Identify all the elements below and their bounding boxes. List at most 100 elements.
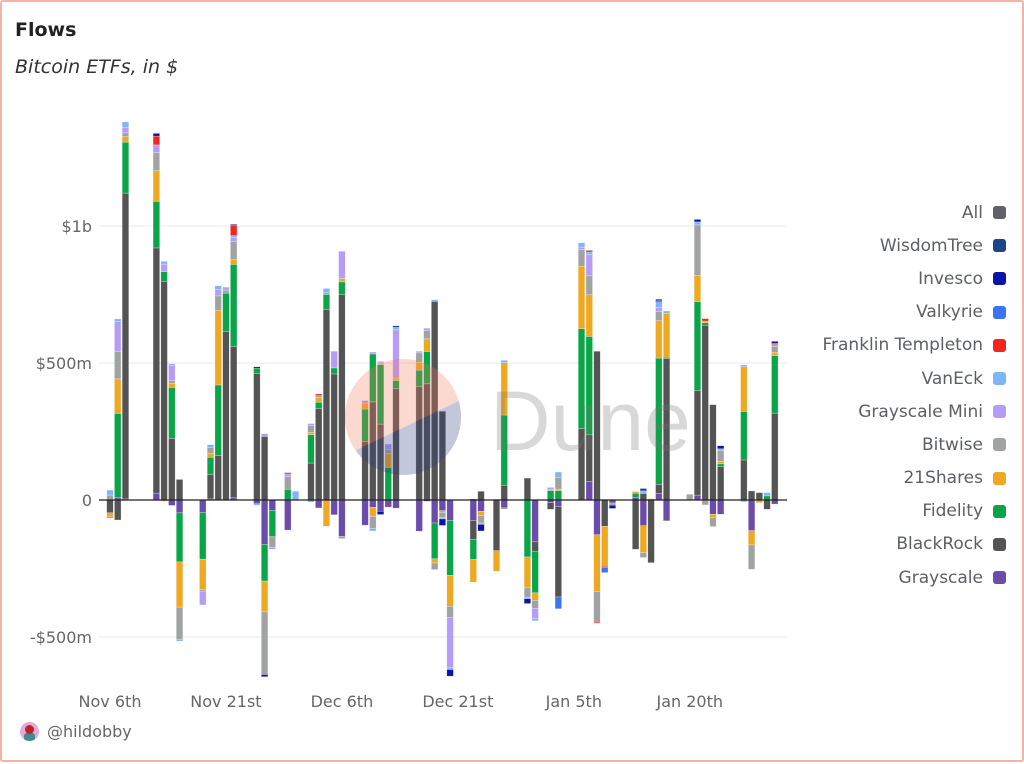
bar-2024-11-07[interactable] — [114, 318, 122, 521]
bar-segment-blackrock[interactable] — [114, 499, 122, 521]
bar-segment-bitwise[interactable] — [369, 516, 377, 529]
bar-segment-blackrock[interactable] — [230, 346, 238, 499]
bar-segment-bitwise[interactable] — [477, 515, 485, 524]
bar-segment-valkyrie[interactable] — [554, 596, 562, 610]
bar-segment-vaneck[interactable] — [322, 288, 330, 294]
bar-segment-21shares[interactable] — [585, 294, 593, 337]
bar-2024-12-23[interactable] — [469, 498, 477, 583]
bar-2024-12-11[interactable] — [377, 361, 385, 515]
bar-segment-21shares[interactable] — [492, 550, 501, 572]
legend-item-blackrock[interactable]: BlackRock — [766, 528, 1006, 561]
bar-segment-invesco[interactable] — [693, 219, 702, 223]
bar-segment-grayscale[interactable] — [168, 499, 176, 506]
bar-segment-fidelity[interactable] — [199, 512, 207, 560]
bar-2025-01-06[interactable] — [577, 242, 586, 501]
bar-segment-blackrock[interactable] — [655, 484, 663, 494]
bar-segment-blackrock[interactable] — [121, 192, 130, 500]
bar-segment-fidelity[interactable] — [253, 367, 261, 374]
bar-segment-vaneck[interactable] — [392, 327, 400, 331]
bar-segment-vaneck[interactable] — [106, 489, 114, 496]
bar-2024-11-27[interactable] — [268, 499, 276, 550]
bar-2024-12-03[interactable] — [315, 393, 323, 509]
bar-2024-12-04[interactable] — [322, 288, 330, 527]
bar-segment-fidelity[interactable] — [206, 457, 215, 475]
bar-segment-franklin-templeton[interactable] — [106, 516, 114, 518]
bar-segment-21shares[interactable] — [693, 275, 702, 302]
bar-segment-grayscale[interactable] — [330, 499, 338, 516]
legend-item-grayscale[interactable]: Grayscale — [766, 561, 1006, 594]
bar-segment-grayscale-mini[interactable] — [268, 547, 276, 550]
bar-2025-01-02[interactable] — [547, 487, 555, 510]
bar-2025-01-16[interactable] — [655, 298, 663, 501]
bar-segment-21shares[interactable] — [121, 136, 130, 143]
bar-segment-bitwise[interactable] — [554, 477, 562, 490]
bar-segment-fidelity[interactable] — [322, 294, 330, 310]
bar-segment-grayscale-mini[interactable] — [199, 591, 207, 606]
bar-segment-grayscale-mini[interactable] — [114, 321, 122, 352]
bar-segment-fidelity[interactable] — [230, 264, 238, 347]
bar-2025-01-24[interactable] — [717, 445, 725, 515]
bar-segment-vaneck[interactable] — [554, 471, 562, 478]
bar-segment-franklin-templeton[interactable] — [230, 224, 238, 236]
bar-segment-blackrock[interactable] — [639, 493, 647, 501]
bar-segment-grayscale-mini[interactable] — [307, 423, 315, 426]
bar-segment-bitwise[interactable] — [230, 241, 238, 260]
bar-segment-fidelity[interactable] — [531, 550, 539, 594]
bar-segment-21shares[interactable] — [106, 512, 114, 517]
bar-segment-blackrock[interactable] — [315, 408, 323, 501]
bar-segment-bitwise[interactable] — [693, 224, 702, 276]
bar-2024-12-10[interactable] — [369, 351, 377, 532]
bar-segment-21shares[interactable] — [469, 559, 477, 583]
bar-2025-01-22[interactable] — [701, 318, 709, 506]
bar-segment-bitwise[interactable] — [686, 493, 694, 501]
bar-segment-invesco[interactable] — [477, 524, 485, 532]
bar-segment-wisdomtree[interactable] — [655, 298, 663, 301]
bar-2024-12-16[interactable] — [415, 350, 423, 532]
bar-segment-grayscale-mini[interactable] — [655, 307, 663, 313]
bar-segment-fidelity[interactable] — [176, 512, 184, 563]
bar-2024-12-02[interactable] — [307, 423, 315, 503]
bar-segment-21shares[interactable] — [199, 558, 207, 591]
bar-segment-bitwise[interactable] — [106, 494, 114, 501]
bar-segment-blackrock[interactable] — [717, 466, 725, 501]
bar-segment-blackrock[interactable] — [214, 455, 222, 501]
bar-2025-01-14[interactable] — [639, 488, 647, 558]
avatar[interactable] — [20, 722, 39, 741]
bar-segment-blackrock[interactable] — [322, 309, 330, 501]
bar-segment-vaneck[interactable] — [693, 221, 702, 226]
legend-item-21shares[interactable]: 21Shares — [766, 462, 1006, 495]
bar-segment-blackrock[interactable] — [222, 331, 230, 501]
bar-segment-fidelity[interactable] — [330, 367, 338, 375]
bar-segment-grayscale[interactable] — [748, 499, 756, 531]
bar-segment-grayscale[interactable] — [531, 499, 539, 543]
bar-segment-grayscale-mini[interactable] — [384, 443, 392, 451]
bar-segment-fidelity[interactable] — [160, 271, 168, 282]
bar-segment-fidelity[interactable] — [338, 281, 346, 295]
bar-segment-grayscale[interactable] — [176, 499, 184, 514]
legend-item-vaneck[interactable]: VanEck — [766, 362, 1006, 395]
bar-segment-vaneck[interactable] — [531, 618, 539, 622]
bar-2024-11-08[interactable] — [121, 121, 130, 501]
bar-segment-21shares[interactable] — [307, 432, 315, 436]
bar-segment-vaneck[interactable] — [291, 490, 300, 501]
bar-segment-bitwise[interactable] — [284, 476, 292, 490]
bar-segment-grayscale[interactable] — [655, 493, 663, 501]
bar-segment-invesco[interactable] — [523, 598, 531, 604]
bar-2024-11-26[interactable] — [261, 433, 269, 677]
bar-segment-grayscale-mini[interactable] — [446, 617, 454, 668]
bar-segment-invesco[interactable] — [377, 510, 385, 515]
bar-segment-bitwise[interactable] — [307, 425, 315, 433]
bar-segment-grayscale-mini[interactable] — [740, 364, 748, 368]
bar-segment-vaneck[interactable] — [369, 527, 377, 532]
bar-segment-grayscale[interactable] — [199, 499, 207, 513]
bar-segment-bitwise[interactable] — [114, 351, 122, 380]
bar-segment-blackrock[interactable] — [693, 390, 702, 496]
bar-segment-grayscale[interactable] — [693, 494, 702, 501]
bar-segment-blackrock[interactable] — [492, 499, 501, 551]
bar-segment-grayscale[interactable] — [377, 499, 385, 512]
bar-segment-grayscale-mini[interactable] — [423, 327, 431, 331]
bar-2025-01-28[interactable] — [748, 490, 756, 570]
bar-segment-vaneck[interactable] — [253, 503, 261, 506]
bar-segment-blackrock[interactable] — [523, 477, 531, 501]
bar-segment-bitwise[interactable] — [577, 249, 586, 267]
